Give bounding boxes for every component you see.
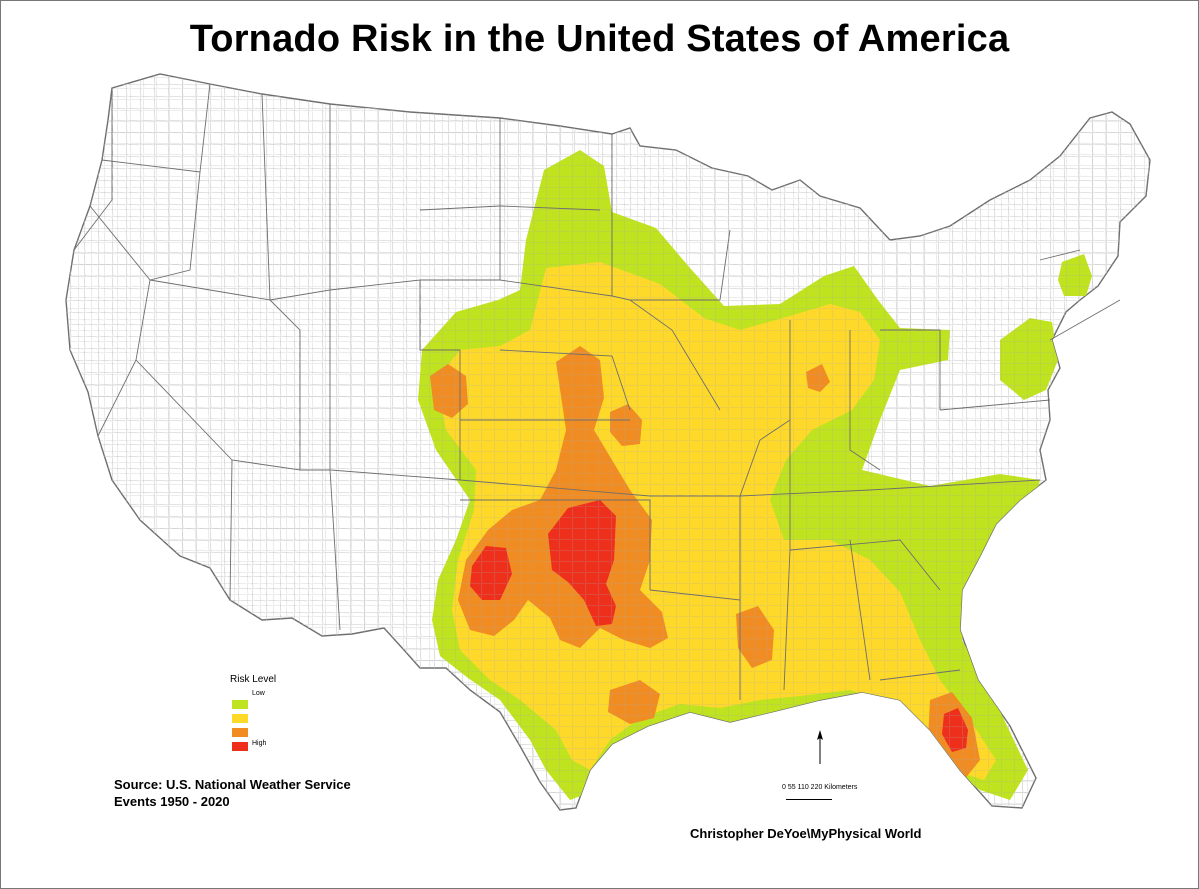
source-note: Source: U.S. National Weather Service Ev… [114,776,351,810]
north-arrow-icon [817,730,823,764]
legend: Risk Level Low High [228,674,348,754]
state-borders [73,83,1121,700]
legend-high-label: High [252,740,267,747]
legend-title: Risk Level [230,674,277,685]
legend-swatch-low [232,700,248,709]
map-title: Tornado Risk in the United States of Ame… [189,18,1010,60]
legend-swatch-high [232,742,248,751]
scale-bar: 0 55 110 220 Kilometers [782,784,922,808]
author-credit: Christopher DeYoe\MyPhysical World [690,826,922,841]
legend-low-label: Low [252,690,265,697]
scale-bar-line [786,796,832,800]
scale-bar-labels: 0 55 110 220 Kilometers [782,784,858,791]
legend-swatch-elevated [232,728,248,737]
source-line: Source: U.S. National Weather Service [114,777,351,792]
legend-swatch-moderate [232,714,248,723]
events-range: Events 1950 - 2020 [114,794,230,809]
